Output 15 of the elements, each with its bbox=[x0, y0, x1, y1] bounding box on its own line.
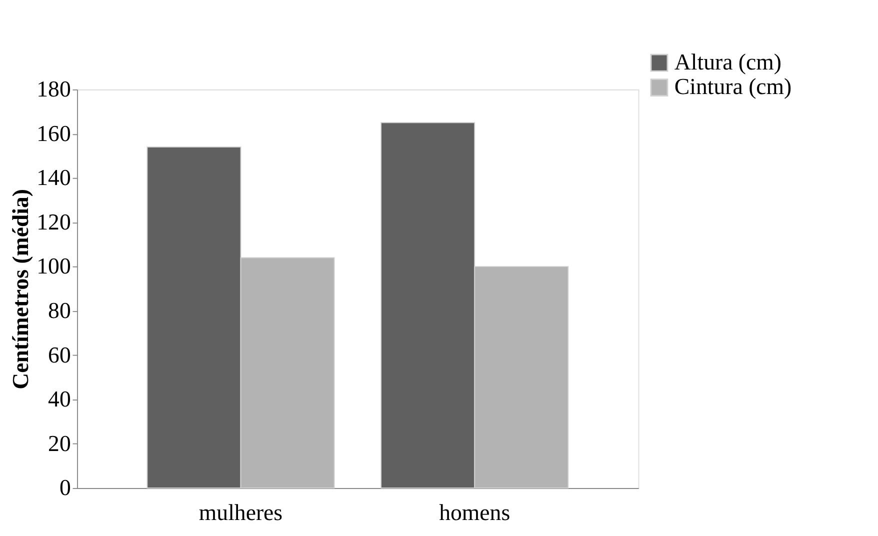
x-tick-label: homens bbox=[439, 500, 510, 525]
x-tick-label: mulheres bbox=[198, 500, 283, 525]
y-tick-label: 120 bbox=[36, 209, 71, 234]
y-tick-label: 100 bbox=[36, 254, 71, 279]
y-tick-label: 40 bbox=[48, 386, 71, 412]
y-tick-label: 60 bbox=[48, 342, 71, 368]
legend-label: Cintura (cm) bbox=[674, 74, 792, 100]
legend-label: Altura (cm) bbox=[674, 49, 782, 74]
y-tick-label: 80 bbox=[48, 298, 71, 323]
y-tick-label: 180 bbox=[36, 76, 71, 102]
y-tick-label: 20 bbox=[48, 430, 71, 456]
y-axis-title: Centímetros (média) bbox=[8, 188, 34, 390]
y-tick-label: 0 bbox=[59, 475, 71, 500]
y-tick-label: 160 bbox=[36, 120, 71, 146]
y-tick-label: 140 bbox=[36, 165, 71, 190]
